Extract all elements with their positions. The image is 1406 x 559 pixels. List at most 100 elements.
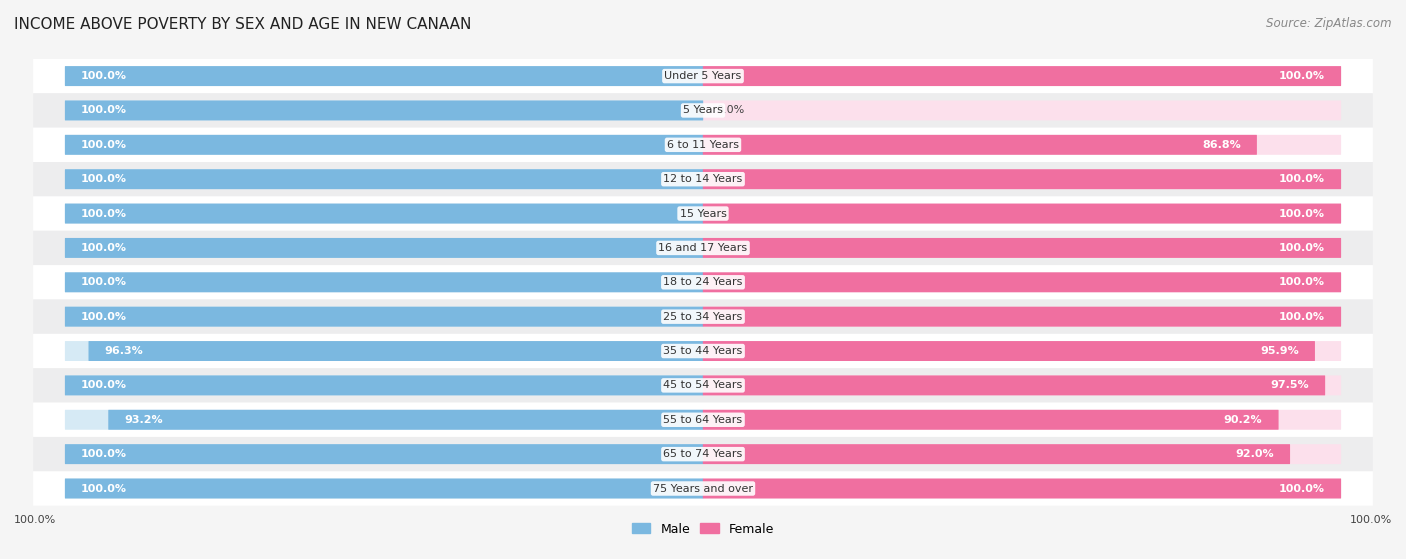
FancyBboxPatch shape xyxy=(703,135,1341,155)
Text: 86.8%: 86.8% xyxy=(1202,140,1240,150)
Text: 100.0%: 100.0% xyxy=(82,243,127,253)
Text: 75 Years and over: 75 Years and over xyxy=(652,484,754,494)
Text: 100.0%: 100.0% xyxy=(82,71,127,81)
FancyBboxPatch shape xyxy=(65,444,703,464)
Text: 95.9%: 95.9% xyxy=(1260,346,1299,356)
FancyBboxPatch shape xyxy=(703,376,1341,395)
FancyBboxPatch shape xyxy=(34,265,1372,300)
FancyBboxPatch shape xyxy=(703,444,1291,464)
FancyBboxPatch shape xyxy=(108,410,703,430)
Text: 100.0%: 100.0% xyxy=(82,484,127,494)
Text: 92.0%: 92.0% xyxy=(1236,449,1274,459)
FancyBboxPatch shape xyxy=(65,66,703,86)
FancyBboxPatch shape xyxy=(65,479,703,499)
FancyBboxPatch shape xyxy=(34,471,1372,506)
Text: 65 to 74 Years: 65 to 74 Years xyxy=(664,449,742,459)
FancyBboxPatch shape xyxy=(34,162,1372,196)
FancyBboxPatch shape xyxy=(703,410,1278,430)
Text: 16 and 17 Years: 16 and 17 Years xyxy=(658,243,748,253)
FancyBboxPatch shape xyxy=(65,101,703,120)
FancyBboxPatch shape xyxy=(65,479,703,499)
FancyBboxPatch shape xyxy=(703,272,1341,292)
FancyBboxPatch shape xyxy=(34,334,1372,368)
FancyBboxPatch shape xyxy=(65,272,703,292)
FancyBboxPatch shape xyxy=(34,231,1372,265)
FancyBboxPatch shape xyxy=(65,135,703,155)
FancyBboxPatch shape xyxy=(703,307,1341,326)
FancyBboxPatch shape xyxy=(65,101,703,120)
FancyBboxPatch shape xyxy=(703,272,1341,292)
Text: 100.0%: 100.0% xyxy=(82,449,127,459)
FancyBboxPatch shape xyxy=(65,203,703,224)
FancyBboxPatch shape xyxy=(34,437,1372,471)
FancyBboxPatch shape xyxy=(65,169,703,189)
FancyBboxPatch shape xyxy=(703,169,1341,189)
Text: 100.0%: 100.0% xyxy=(1279,71,1324,81)
Text: 5 Years: 5 Years xyxy=(683,106,723,116)
FancyBboxPatch shape xyxy=(703,135,1257,155)
FancyBboxPatch shape xyxy=(65,376,703,395)
Text: 100.0%: 100.0% xyxy=(82,312,127,321)
Text: 100.0%: 100.0% xyxy=(82,209,127,219)
Text: 100.0%: 100.0% xyxy=(14,515,56,525)
Text: 100.0%: 100.0% xyxy=(82,140,127,150)
FancyBboxPatch shape xyxy=(65,66,703,86)
FancyBboxPatch shape xyxy=(703,66,1341,86)
FancyBboxPatch shape xyxy=(65,272,703,292)
FancyBboxPatch shape xyxy=(703,66,1341,86)
Text: 15 Years: 15 Years xyxy=(679,209,727,219)
Text: 100.0%: 100.0% xyxy=(1279,277,1324,287)
FancyBboxPatch shape xyxy=(703,444,1341,464)
Text: 100.0%: 100.0% xyxy=(1279,243,1324,253)
FancyBboxPatch shape xyxy=(703,376,1324,395)
Text: 93.2%: 93.2% xyxy=(124,415,163,425)
FancyBboxPatch shape xyxy=(703,341,1341,361)
FancyBboxPatch shape xyxy=(703,238,1341,258)
Text: 100.0%: 100.0% xyxy=(1350,515,1392,525)
Text: 96.3%: 96.3% xyxy=(104,346,143,356)
Text: 35 to 44 Years: 35 to 44 Years xyxy=(664,346,742,356)
FancyBboxPatch shape xyxy=(703,479,1341,499)
FancyBboxPatch shape xyxy=(65,203,703,224)
Text: 100.0%: 100.0% xyxy=(1279,484,1324,494)
Text: Under 5 Years: Under 5 Years xyxy=(665,71,741,81)
FancyBboxPatch shape xyxy=(65,307,703,326)
FancyBboxPatch shape xyxy=(65,410,703,430)
Text: 100.0%: 100.0% xyxy=(1279,209,1324,219)
FancyBboxPatch shape xyxy=(703,169,1341,189)
Text: 100.0%: 100.0% xyxy=(82,380,127,390)
FancyBboxPatch shape xyxy=(65,169,703,189)
FancyBboxPatch shape xyxy=(703,101,1341,120)
FancyBboxPatch shape xyxy=(65,238,703,258)
FancyBboxPatch shape xyxy=(34,93,1372,127)
FancyBboxPatch shape xyxy=(34,127,1372,162)
Text: 12 to 14 Years: 12 to 14 Years xyxy=(664,174,742,184)
FancyBboxPatch shape xyxy=(703,307,1341,326)
Text: 45 to 54 Years: 45 to 54 Years xyxy=(664,380,742,390)
Text: 100.0%: 100.0% xyxy=(82,174,127,184)
Text: 97.5%: 97.5% xyxy=(1271,380,1309,390)
Text: 90.2%: 90.2% xyxy=(1223,415,1263,425)
FancyBboxPatch shape xyxy=(65,135,703,155)
Text: 100.0%: 100.0% xyxy=(82,106,127,116)
FancyBboxPatch shape xyxy=(34,402,1372,437)
Text: 55 to 64 Years: 55 to 64 Years xyxy=(664,415,742,425)
FancyBboxPatch shape xyxy=(703,203,1341,224)
FancyBboxPatch shape xyxy=(65,376,703,395)
Text: INCOME ABOVE POVERTY BY SEX AND AGE IN NEW CANAAN: INCOME ABOVE POVERTY BY SEX AND AGE IN N… xyxy=(14,17,471,32)
Text: 18 to 24 Years: 18 to 24 Years xyxy=(664,277,742,287)
Text: 25 to 34 Years: 25 to 34 Years xyxy=(664,312,742,321)
FancyBboxPatch shape xyxy=(703,479,1341,499)
FancyBboxPatch shape xyxy=(65,341,703,361)
FancyBboxPatch shape xyxy=(34,59,1372,93)
FancyBboxPatch shape xyxy=(34,196,1372,231)
FancyBboxPatch shape xyxy=(89,341,703,361)
FancyBboxPatch shape xyxy=(703,238,1341,258)
FancyBboxPatch shape xyxy=(65,238,703,258)
FancyBboxPatch shape xyxy=(703,410,1341,430)
FancyBboxPatch shape xyxy=(65,444,703,464)
Text: 100.0%: 100.0% xyxy=(1279,174,1324,184)
FancyBboxPatch shape xyxy=(65,307,703,326)
Text: Source: ZipAtlas.com: Source: ZipAtlas.com xyxy=(1267,17,1392,30)
Legend: Male, Female: Male, Female xyxy=(627,518,779,541)
